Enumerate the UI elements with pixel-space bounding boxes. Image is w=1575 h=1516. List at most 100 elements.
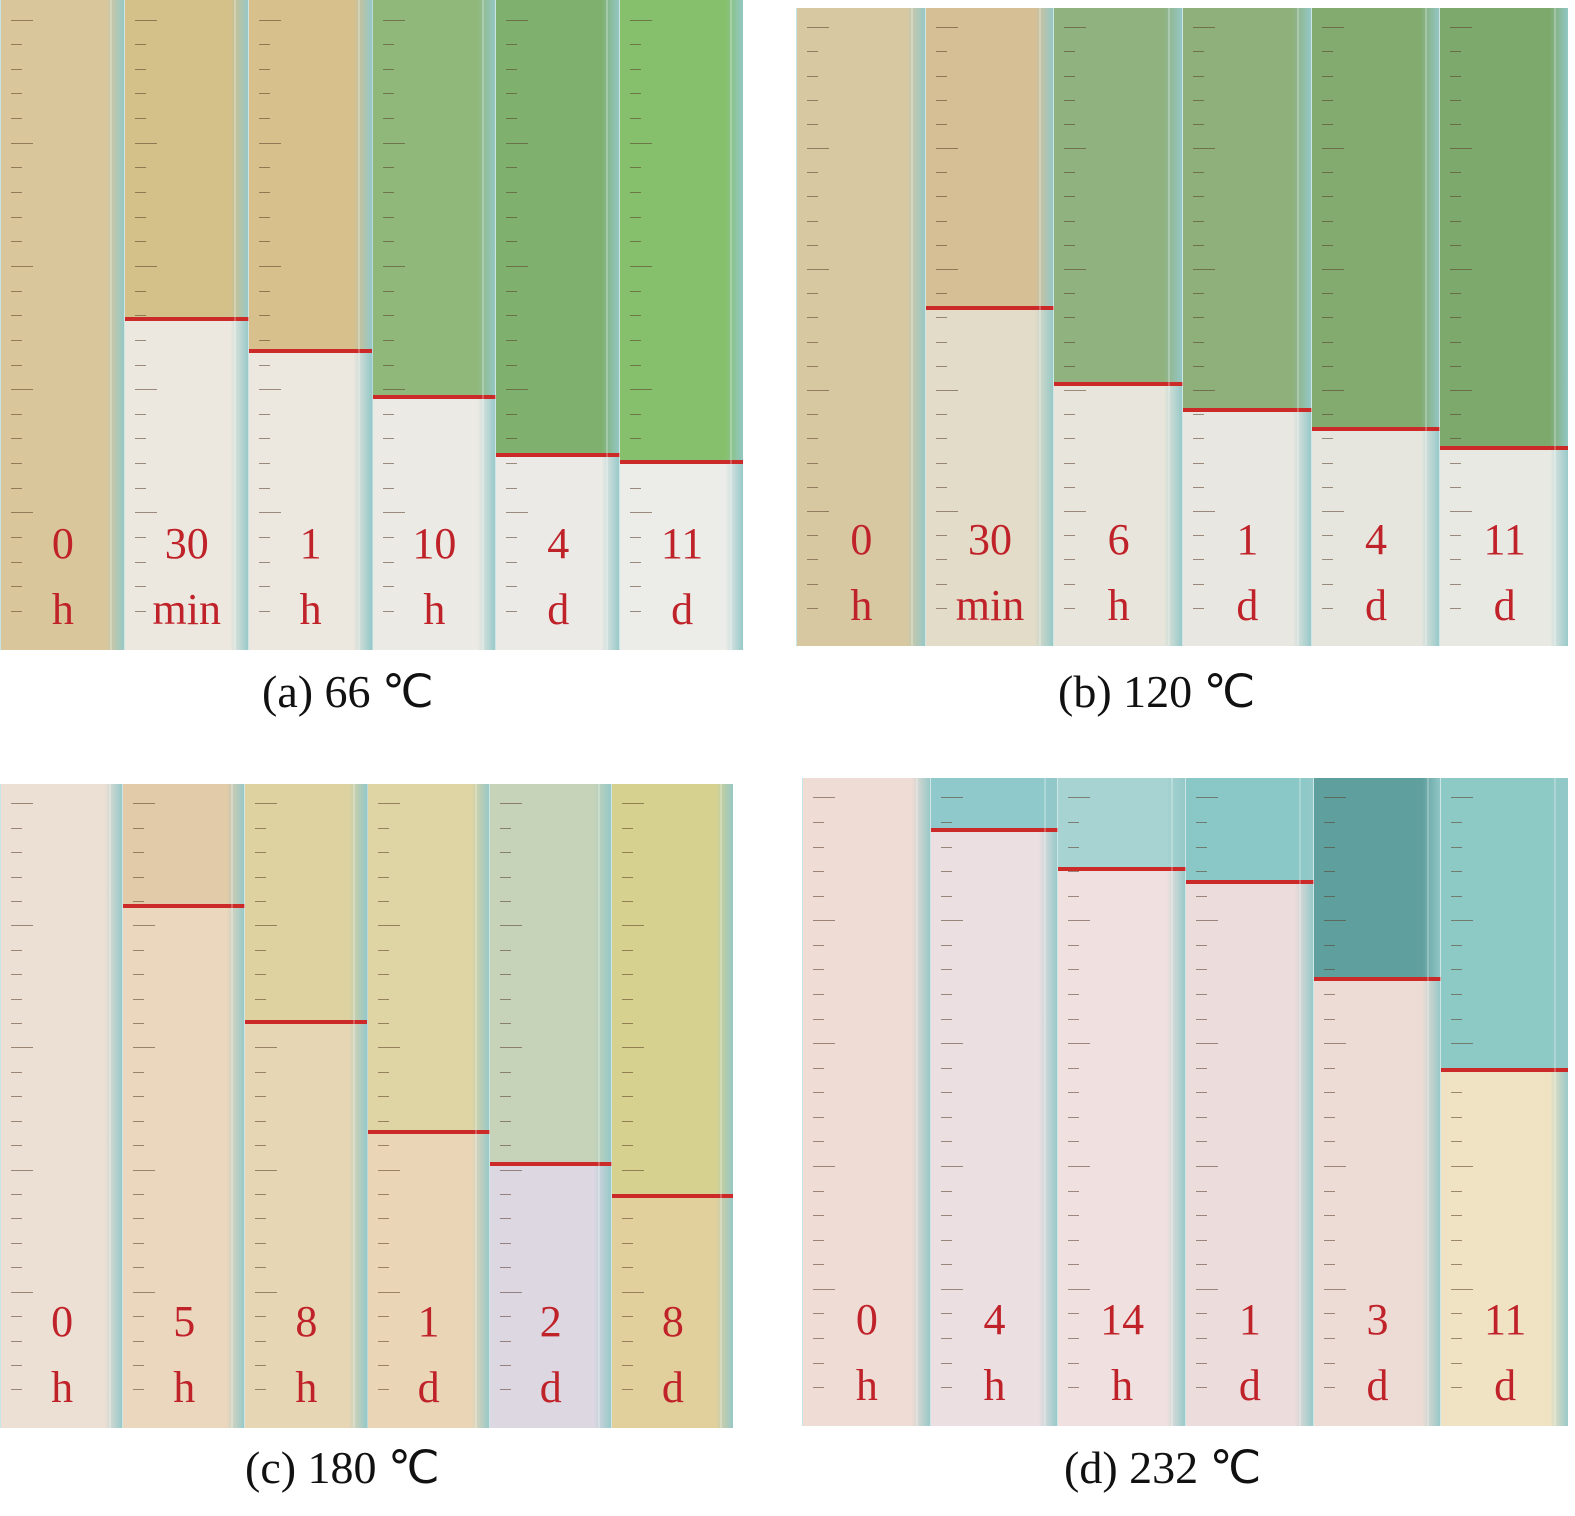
separation-line bbox=[1311, 427, 1441, 432]
tube-lower-phase bbox=[1313, 978, 1442, 1426]
tube-upper-phase bbox=[1441, 778, 1568, 1070]
separation-line bbox=[248, 349, 373, 353]
graduation-marks bbox=[11, 803, 33, 1391]
graduation-marks bbox=[506, 19, 529, 612]
tube-upper-phase bbox=[248, 0, 373, 351]
tube-time-value: 1 bbox=[417, 1297, 440, 1346]
tube-upper-phase bbox=[496, 0, 621, 455]
graduation-marks bbox=[1321, 27, 1344, 609]
tube-lower-phase bbox=[1441, 1069, 1568, 1426]
tube-lower-phase bbox=[1054, 384, 1183, 646]
panel-a-tube-4: 10 h bbox=[371, 0, 498, 650]
tube-upper-phase bbox=[1186, 778, 1314, 882]
panel-b-caption: (b) 120 ℃ bbox=[1058, 666, 1256, 717]
tube-time-value: 11 bbox=[1483, 1295, 1527, 1344]
tube-time-unit: min bbox=[955, 581, 1025, 630]
separation-line bbox=[372, 394, 497, 399]
tube-upper-phase bbox=[372, 0, 497, 397]
tube-lower-phase bbox=[489, 1163, 612, 1428]
separation-line bbox=[489, 1161, 612, 1166]
tube-upper-phase bbox=[925, 8, 1055, 308]
tube-lower-phase bbox=[367, 1131, 490, 1428]
tube-lower-phase bbox=[496, 455, 621, 650]
tube-upper-phase bbox=[124, 0, 249, 319]
panel-b-photo: 0 h 30 min 6 h 1 d 4 d 11 d bbox=[796, 8, 1568, 646]
tube-lower-phase bbox=[1440, 448, 1568, 646]
tube-upper-phase bbox=[1054, 8, 1183, 385]
separation-line bbox=[1183, 407, 1312, 412]
graduation-marks bbox=[813, 797, 835, 1389]
separation-line bbox=[620, 459, 743, 464]
tube-time-unit: d bbox=[1364, 581, 1387, 630]
panel-d-tube-6: 11 d bbox=[1440, 778, 1568, 1426]
panel-c-caption: (c) 180 ℃ bbox=[245, 1442, 440, 1493]
tube-time-value: 1 bbox=[1238, 1295, 1261, 1344]
separation-line bbox=[611, 1194, 733, 1199]
tube-time-unit: d bbox=[1236, 581, 1259, 630]
tube-time-value: 30 bbox=[164, 519, 209, 568]
separation-line bbox=[1313, 976, 1442, 981]
tube-lower-phase bbox=[245, 1022, 368, 1428]
tube-lower-phase bbox=[1186, 881, 1314, 1426]
panel-a-tube-2: 30 min bbox=[123, 0, 250, 650]
tube-lower-phase bbox=[925, 307, 1055, 646]
tube-time-value: 6 bbox=[1107, 515, 1130, 564]
tube-upper-phase bbox=[620, 0, 743, 462]
tube-time-value: 30 bbox=[967, 515, 1012, 564]
tube-time-unit: d bbox=[1238, 1361, 1261, 1410]
separation-line bbox=[1054, 382, 1183, 387]
tube-time-value: 0 bbox=[51, 1297, 74, 1346]
tube-time-value: 3 bbox=[1366, 1295, 1389, 1344]
graduation-marks bbox=[1068, 797, 1091, 1389]
tube-lower-phase bbox=[620, 461, 743, 650]
panel-a-caption: (a) 66 ℃ bbox=[262, 666, 434, 717]
tube-time-unit: d bbox=[417, 1363, 440, 1412]
tube-upper-phase bbox=[367, 784, 490, 1132]
tube-lower-phase bbox=[930, 829, 1059, 1426]
tube-time-value: 1 bbox=[1236, 515, 1259, 564]
graduation-marks bbox=[630, 19, 653, 612]
graduation-marks bbox=[133, 803, 156, 1391]
graduation-marks bbox=[935, 27, 958, 609]
tube-time-unit: d bbox=[1493, 581, 1516, 630]
tube-lower-phase bbox=[1311, 429, 1441, 646]
separation-line bbox=[925, 305, 1055, 310]
tube-time-unit: d bbox=[661, 1363, 684, 1412]
tube-time-unit: h bbox=[850, 581, 873, 630]
tube-upper-phase bbox=[1311, 8, 1441, 430]
tube-time-unit: d bbox=[539, 1363, 562, 1412]
tube-time-unit: h bbox=[299, 585, 322, 634]
tube-upper-phase bbox=[1, 784, 124, 1428]
graduation-marks bbox=[134, 19, 157, 612]
tube-time-value: 0 bbox=[855, 1295, 878, 1344]
tube-time-value: 10 bbox=[412, 519, 457, 568]
graduation-marks bbox=[1450, 27, 1473, 609]
tube-upper-phase bbox=[930, 778, 1059, 830]
tube-time-value: 0 bbox=[850, 515, 873, 564]
tube-time-value: 11 bbox=[1483, 515, 1526, 564]
tube-time-unit: h bbox=[1107, 581, 1130, 630]
graduation-marks bbox=[382, 19, 405, 612]
tube-time-value: 8 bbox=[661, 1297, 684, 1346]
tube-upper-phase bbox=[803, 778, 931, 1426]
tube-upper-phase bbox=[245, 784, 368, 1023]
tube-time-value: 11 bbox=[660, 519, 704, 568]
separation-line bbox=[245, 1020, 368, 1025]
panel-b-tube-6: 11 d bbox=[1439, 8, 1568, 646]
separation-line bbox=[1058, 866, 1186, 871]
tube-upper-phase bbox=[1440, 8, 1568, 449]
tube-upper-phase bbox=[489, 784, 612, 1164]
tube-time-value: 4 bbox=[547, 519, 570, 568]
separation-line bbox=[367, 1129, 490, 1134]
